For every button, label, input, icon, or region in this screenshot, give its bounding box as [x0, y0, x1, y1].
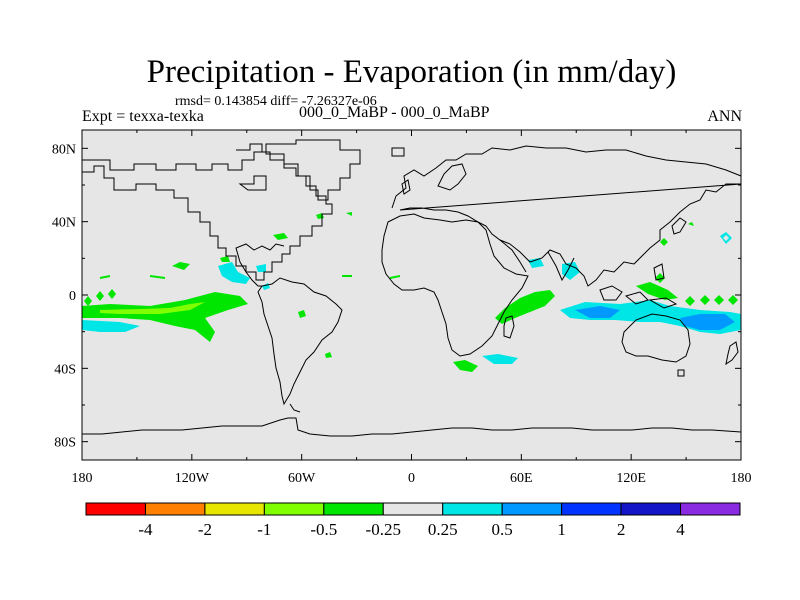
colorbar-box [620, 502, 682, 516]
colorbar-box [323, 502, 384, 516]
colorbar-label: 2 [617, 520, 626, 539]
madagascar-outline [503, 315, 515, 339]
africa-outline [381, 213, 529, 357]
eurasia-outline [391, 145, 742, 287]
y-tick-label: 80N [52, 142, 76, 157]
colorbar-label: -4 [138, 520, 153, 539]
anomaly-hawaii-green [172, 262, 190, 270]
anomaly-baja-green [220, 256, 230, 262]
colorbar-labels: -4 -2 -1 -0.5 -0.25 0.25 0.5 1 2 4 [138, 520, 685, 539]
colorbar [85, 502, 741, 516]
south-america-outline [257, 277, 343, 406]
colorbar-box [680, 502, 741, 516]
experiment-label: Expt = texxa-texka [82, 108, 204, 125]
anomaly-gulf-green [273, 233, 288, 240]
india-arabia-outline [499, 239, 575, 282]
colorbar-box [204, 502, 265, 516]
colorbar-label: -1 [257, 520, 271, 539]
anomaly-south-africa-green [453, 360, 478, 372]
anomaly-central-pacific-outer [82, 292, 248, 342]
axis-ticks [81, 130, 742, 460]
season-label: ANN [707, 108, 742, 125]
x-tick-label: 180 [72, 471, 93, 486]
anomaly-east-indian-blue [575, 306, 620, 318]
anomaly-fields [82, 212, 741, 372]
y-tick-label: 80S [54, 436, 76, 451]
north-america-outline [82, 151, 333, 281]
colorbar-label: 0.5 [492, 520, 513, 539]
colorbar-label: 1 [557, 520, 566, 539]
anomaly-west-indian-green [495, 290, 555, 324]
stats-text: rmsd= 0.143854 diff= -7.26327e-06 [175, 94, 377, 109]
scandinavia-outline [437, 163, 467, 191]
anomaly-coral-cyan-inner [723, 235, 729, 241]
axis-tick-labels: 180 120W 60W 0 60E 120E 180 80N 40N 0 40S 80S [52, 142, 752, 486]
colorbar-label: -0.5 [310, 520, 337, 539]
colorbar-box [442, 502, 503, 516]
anomaly-sw-pacific-blue [680, 314, 735, 330]
colorbar-box [85, 502, 146, 516]
colorbar-box [263, 502, 325, 516]
uk-outline [401, 179, 411, 195]
canada-islands [236, 143, 405, 191]
anomaly-equator-diamonds-w [84, 289, 116, 306]
x-tick-label: 0 [408, 471, 415, 486]
colorbar-label: -0.25 [366, 520, 401, 539]
north-america-gulf [235, 243, 285, 273]
x-tick-label: 120W [175, 471, 210, 486]
colorbar-label: 4 [676, 520, 685, 539]
tierra-del-fuego [289, 403, 301, 413]
colorbar-box [144, 502, 206, 516]
anomaly-south-pacific-cyan [82, 320, 140, 332]
anomaly-bay-cyan [562, 262, 580, 280]
japan-outline [671, 217, 687, 235]
x-tick-label: 60E [510, 471, 533, 486]
anomaly-arabian-cyan [528, 258, 544, 268]
y-tick-label: 40N [52, 216, 76, 231]
anomaly-madagascar-cyan [482, 354, 518, 364]
new-zealand-outline [677, 341, 739, 377]
australia-outline [621, 313, 691, 363]
anomaly-west-pacific-green [636, 282, 678, 300]
x-tick-label: 180 [731, 471, 752, 486]
x-tick-label: 60W [288, 471, 316, 486]
colorbar-box [501, 502, 563, 516]
plot-background [82, 130, 741, 460]
colorbar-box [561, 502, 622, 516]
y-tick-label: 0 [69, 289, 76, 304]
colorbar-label: -2 [198, 520, 212, 539]
continent-outlines [82, 139, 742, 437]
anomaly-caribbean-cyan [256, 264, 270, 290]
y-tick-label: 40S [54, 362, 76, 377]
colorbar-box [382, 502, 444, 516]
anomaly-central-pacific-inner [100, 302, 205, 314]
central-america-outline [245, 271, 262, 287]
anomaly-east-pacific-cyan [218, 262, 250, 284]
se-asia-islands [599, 263, 678, 309]
anomaly-atlantic-green [298, 310, 332, 358]
chart-subtitle: 000_0_MaBP - 000_0_MaBP [299, 104, 490, 121]
antarctica-outline [82, 417, 742, 437]
anomaly-ne-asia-green [660, 222, 694, 246]
colorbar-label: 0.25 [428, 520, 458, 539]
chart-title: Precipitation - Evaporation (in mm/day) [146, 54, 677, 90]
x-tick-label: 120E [616, 471, 646, 486]
anomaly-med-green [316, 212, 352, 219]
anomaly-atlantic-lines [99, 275, 401, 279]
greenland-outline [265, 139, 361, 201]
anomaly-east-pacific-diamonds [655, 273, 738, 306]
